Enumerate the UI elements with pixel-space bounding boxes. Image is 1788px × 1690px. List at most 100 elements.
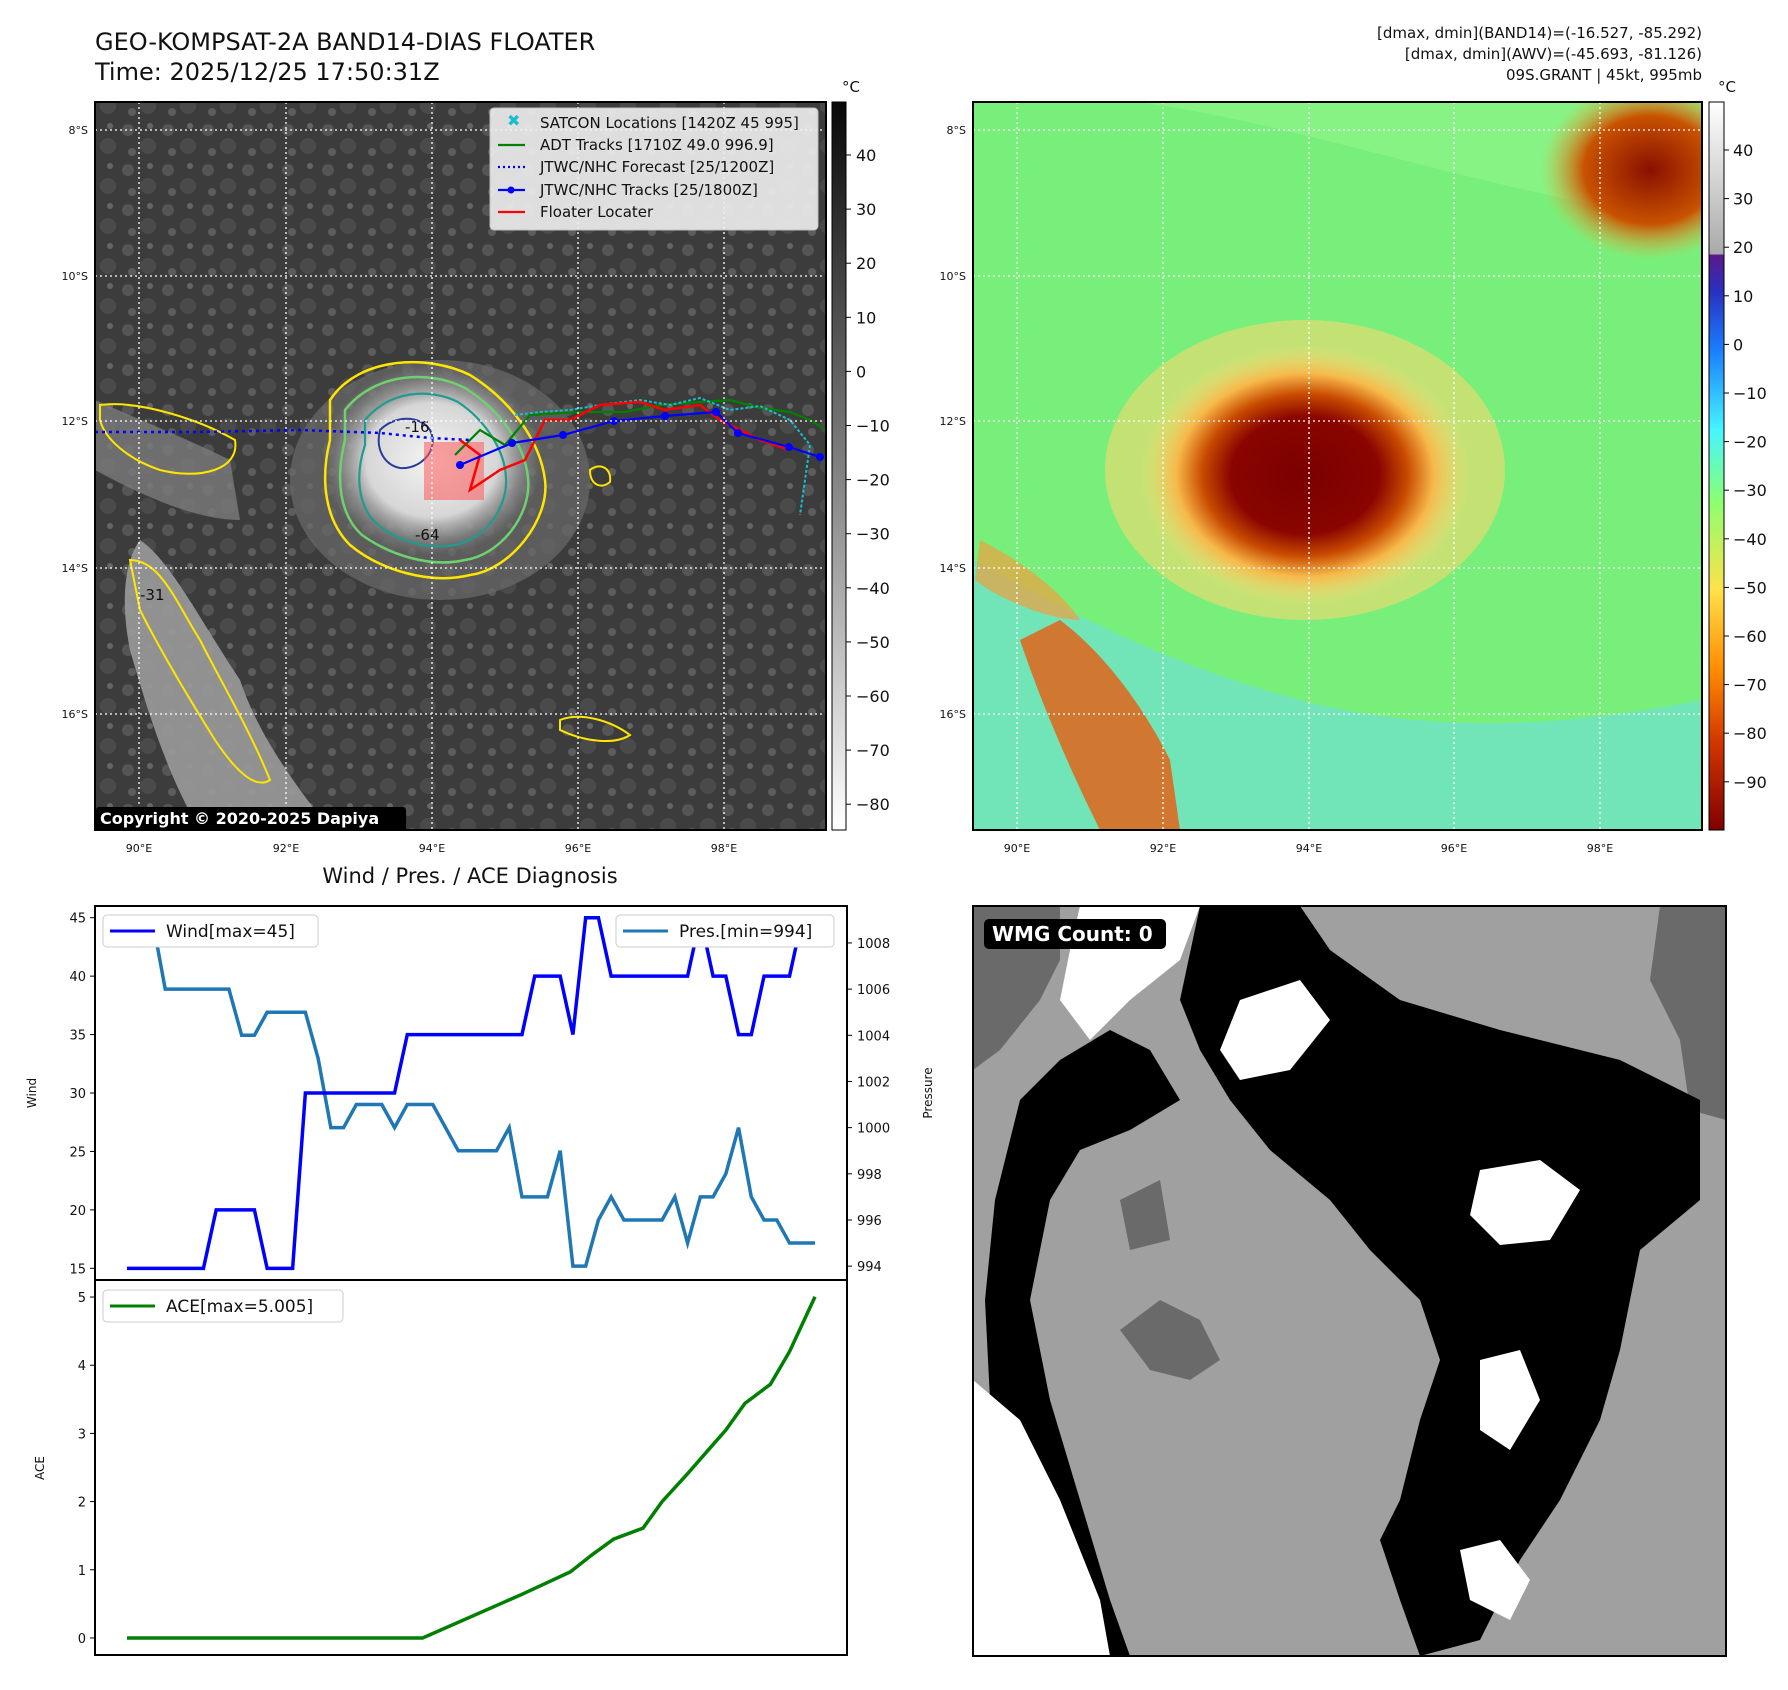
contour-label: -31 xyxy=(140,586,165,604)
colorbar-tick-label: −10 xyxy=(1733,384,1767,403)
pressure-tick-label: 994 xyxy=(857,1260,882,1275)
colorbar-tick-label: −70 xyxy=(856,741,890,760)
lon-tick-label: 98°E xyxy=(711,842,737,855)
colorbar-tick-label: 30 xyxy=(856,200,876,219)
lon-tick-label: 90°E xyxy=(1004,842,1030,855)
pressure-series-line xyxy=(127,918,815,1268)
colorbar-tick-label: −70 xyxy=(1733,676,1767,695)
colorbar-tick-label: −90 xyxy=(1733,773,1767,792)
legend-jtwc-tracks: JTWC/NHC Tracks [25/1800Z] xyxy=(539,181,758,199)
awv-hot-region xyxy=(1540,102,1702,260)
colorbar-tick-label: 40 xyxy=(856,146,876,165)
figure-title: GEO-KOMPSAT-2A BAND14-DIAS FLOATER xyxy=(95,28,595,56)
floater-locater-track xyxy=(459,400,791,493)
lat-tick-label: 10°S xyxy=(940,270,966,283)
wind-pressure-chart: Wind Pressure 15 20 25 30 35 40 45 994 996 998 100… xyxy=(25,905,935,1281)
lat-tick-label: 12°S xyxy=(940,415,966,428)
ace-chart: ACE 0 1 2 3 4 5 ACE[max=5.005] xyxy=(33,1279,848,1656)
pressure-tick-label: 1002 xyxy=(857,1075,890,1090)
colorbar-tick-label: −50 xyxy=(1733,578,1767,597)
dmax-band14: [dmax, dmin](BAND14)=(-16.527, -85.292) xyxy=(1377,24,1702,42)
dmax-awv: [dmax, dmin](AWV)=(-45.693, -81.126) xyxy=(1405,45,1702,63)
wind-tick-label: 20 xyxy=(69,1204,86,1219)
ace-axis-label: ACE xyxy=(33,1456,47,1480)
colorbar-tick-label: 40 xyxy=(1733,141,1753,160)
pressure-axis-label: Pressure xyxy=(921,1067,935,1118)
wind-tick-label: 25 xyxy=(69,1145,86,1160)
colorbar-unit: °C xyxy=(1718,78,1736,96)
colorbar-tick-label: −20 xyxy=(856,471,890,490)
wind-legend: Wind[max=45] xyxy=(102,914,319,948)
wmg-count: WMG Count: 0 xyxy=(992,922,1153,946)
pressure-tick-label: 1004 xyxy=(857,1029,890,1044)
pressure-tick-label: 1008 xyxy=(857,937,890,952)
colorbar-tick-label: −50 xyxy=(856,633,890,652)
ace-legend-label: ACE[max=5.005] xyxy=(166,1297,313,1317)
pressure-legend-label: Pres.[min=994] xyxy=(679,922,812,942)
pressure-tick-label: 998 xyxy=(857,1168,882,1183)
jtwc-forecast xyxy=(95,428,471,442)
pressure-tick-label: 1000 xyxy=(857,1122,890,1137)
colorbar-tick-label: 20 xyxy=(856,254,876,273)
wmg-panel: WMG Count: 0 xyxy=(972,905,1727,1657)
pressure-tick-label: 996 xyxy=(857,1214,882,1229)
lon-tick-label: 96°E xyxy=(565,842,591,855)
lon-tick-label: 96°E xyxy=(1441,842,1467,855)
ace-tick-label: 3 xyxy=(78,1427,86,1442)
ace-tick-label: 0 xyxy=(78,1632,86,1647)
awv-map-panel xyxy=(972,101,1703,831)
lat-tick-label: 12°S xyxy=(62,415,88,428)
contour-teal xyxy=(358,392,508,548)
lat-tick-label: 16°S xyxy=(940,708,966,721)
ace-tick-label: 5 xyxy=(78,1291,86,1306)
colorbar-tick-label: 10 xyxy=(856,308,876,327)
colorbar-tick-label: −60 xyxy=(856,687,890,706)
copyright-text: Copyright © 2020-2025 Dapiya xyxy=(100,809,379,828)
colorbar-tick-label: −60 xyxy=(1733,627,1767,646)
wind-axis-label: Wind xyxy=(25,1078,39,1108)
graticule-b xyxy=(973,102,1702,830)
lon-tick-label: 94°E xyxy=(419,842,445,855)
lat-tick-label: 14°S xyxy=(940,562,966,575)
colorbar-tick-label: −30 xyxy=(1733,481,1767,500)
lat-tick-label: 10°S xyxy=(62,270,88,283)
ace-legend: ACE[max=5.005] xyxy=(102,1289,344,1323)
awv-storm-core xyxy=(1140,345,1470,605)
colorbar-tick-label: −20 xyxy=(1733,433,1767,452)
ace-series-line xyxy=(127,1295,817,1640)
ir-map-panel: -16 -64 -31 ✖ SATCON Locations [1420Z 4 xyxy=(94,101,827,831)
contour-yellow xyxy=(324,360,547,580)
wind-tick-label: 30 xyxy=(69,1087,86,1102)
colorbar-tick-label: −10 xyxy=(856,417,890,436)
wind-tick-label: 35 xyxy=(69,1029,86,1044)
contour-green xyxy=(338,375,530,564)
colorbar-jet: °C 40 30 20 10 0 −10 −20 −30 −40 −50 −60 −70 −80 −90 xyxy=(1708,78,1767,831)
colorbar-tick-label: −80 xyxy=(1733,724,1767,743)
copyright-badge xyxy=(96,807,406,831)
colorbar-tick-label: 10 xyxy=(1733,287,1753,306)
map-legend: ✖ SATCON Locations [1420Z 45 995] ADT Tr… xyxy=(489,107,819,231)
ace-tick-label: 4 xyxy=(78,1359,86,1374)
colorbar-gray: °C 40 30 20 10 0 −10 −20 −30 −40 −50 −60 −70 −80 xyxy=(831,78,890,831)
contour-label: -16 xyxy=(405,418,430,436)
pressure-tick-label: 1006 xyxy=(857,983,890,998)
ace-tick-label: 1 xyxy=(78,1564,86,1579)
colorbar-tick-label: 20 xyxy=(1733,238,1753,257)
legend-satcon: SATCON Locations [1420Z 45 995] xyxy=(540,114,799,132)
lon-tick-label: 90°E xyxy=(126,842,152,855)
colorbar-tick-label: −80 xyxy=(856,795,890,814)
lat-tick-label: 8°S xyxy=(947,124,966,137)
colorbar-tick-label: 0 xyxy=(1733,335,1743,354)
legend-marker-x: ✖ xyxy=(507,111,520,130)
wmg-count-badge xyxy=(984,919,1166,949)
lat-tick-label: 16°S xyxy=(62,708,88,721)
legend-floater: Floater Locater xyxy=(540,203,654,221)
colorbar-tick-label: −40 xyxy=(856,579,890,598)
contour-label: -64 xyxy=(415,526,440,544)
storm-info: 09S.GRANT | 45kt, 995mb xyxy=(1506,66,1702,84)
lon-tick-label: 92°E xyxy=(1150,842,1176,855)
lat-tick-label: 14°S xyxy=(62,562,88,575)
colorbar-tick-label: 0 xyxy=(856,362,866,381)
wind-legend-label: Wind[max=45] xyxy=(166,922,295,942)
wmg-dark-band xyxy=(1180,906,1700,1656)
